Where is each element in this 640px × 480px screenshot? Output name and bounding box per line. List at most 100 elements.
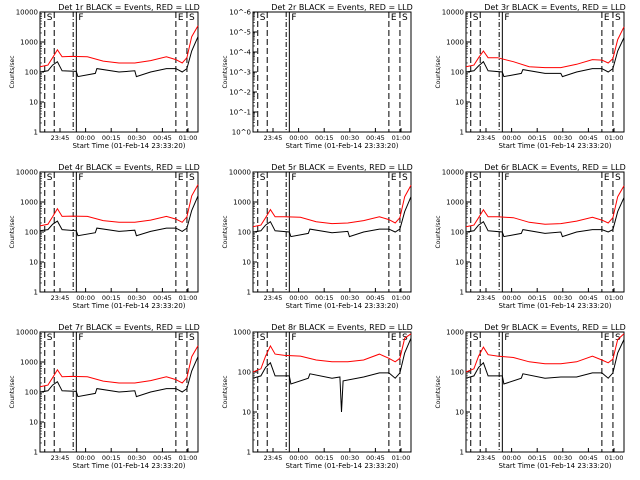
y-tick-label: 1 (247, 289, 251, 297)
x-tick-label: 00:15 (102, 294, 121, 302)
x-tick-label: 00:00 (289, 294, 308, 302)
lld-series-line (39, 184, 199, 227)
lld-series-line (465, 333, 625, 373)
marker-label: F (291, 333, 296, 343)
x-tick-label: 00:45 (153, 294, 172, 302)
marker-label: S (615, 13, 621, 23)
x-tick-label: 00:45 (366, 454, 385, 462)
y-tick-label: 100 (25, 69, 38, 77)
y-tick-label: 10000 (442, 9, 464, 17)
panel-8: Det 8r BLACK = Events, RED = LLD Counts/s… (222, 323, 413, 470)
x-tick-label: 00:00 (289, 134, 308, 142)
marker-label: E (604, 13, 610, 23)
x-tick-label: 00:00 (76, 454, 95, 462)
marker-label: S (473, 173, 479, 183)
x-tick-label: 23:45 (264, 134, 283, 142)
x-tick-label: 00:30 (127, 134, 146, 142)
x-tick-label: 00:15 (315, 294, 334, 302)
x-tick-label: 00:30 (127, 454, 146, 462)
plot-frame (252, 331, 412, 453)
plot-frame (465, 11, 625, 133)
x-tick-label: 00:15 (528, 134, 547, 142)
x-tick-label: 23:45 (264, 294, 283, 302)
marker-label: F (504, 13, 509, 23)
panel-6: Det 6r BLACK = Events, RED = LLD Counts/s… (435, 163, 626, 310)
y-tick-label: 1 (460, 449, 464, 457)
panel-title: Det 4r BLACK = Events, RED = LLD (58, 163, 200, 172)
y-tick-label: 1000 (446, 329, 464, 337)
panel-title: Det 6r BLACK = Events, RED = LLD (484, 163, 626, 172)
x-axis-label: Start Time (01-Feb-14 23:33:20) (285, 142, 398, 150)
marker-label: E (604, 333, 610, 343)
y-tick-label: 100 (25, 229, 38, 237)
lld-series-line (252, 333, 412, 373)
y-tick-label: 100 (238, 229, 251, 237)
y-tick-label: 10^-1 (229, 109, 251, 117)
y-tick-label: 10 (29, 99, 38, 107)
x-tick-label: 00:15 (102, 134, 121, 142)
marker-label: F (78, 173, 83, 183)
y-tick-label: 10^-2 (229, 89, 251, 97)
marker-label: E (391, 333, 397, 343)
x-tick-label: 00:00 (502, 294, 521, 302)
x-axis-label: Start Time (01-Feb-14 23:33:20) (72, 302, 185, 310)
plot-frame (465, 331, 625, 453)
marker-label: S (260, 13, 266, 23)
x-tick-label: 23:45 (477, 454, 496, 462)
x-tick-label: 00:30 (340, 294, 359, 302)
marker-label: S (402, 173, 408, 183)
x-tick-label: 00:45 (579, 454, 598, 462)
y-tick-label: 10 (29, 419, 38, 427)
marker-label: E (178, 13, 184, 23)
y-tick-label: 10^-6 (229, 9, 251, 17)
x-tick-label: 00:00 (76, 294, 95, 302)
panel-3: Det 3r BLACK = Events, RED = LLD Counts/s… (435, 3, 626, 150)
x-tick-label: 01:00 (179, 454, 198, 462)
x-tick-label: 00:15 (315, 454, 334, 462)
marker-label: S (189, 13, 195, 23)
plot-frame (39, 171, 199, 293)
y-tick-label: 1 (34, 289, 38, 297)
y-tick-label: 10^-4 (229, 49, 251, 57)
y-tick-label: 1000 (233, 199, 251, 207)
x-tick-label: 01:00 (179, 134, 198, 142)
y-tick-label: 100 (238, 369, 251, 377)
panel-title: Det 1r BLACK = Events, RED = LLD (58, 3, 200, 12)
x-axis-label: Start Time (01-Feb-14 23:33:20) (285, 462, 398, 470)
y-axis-label: Counts/sec (435, 215, 442, 248)
y-tick-label: 1 (34, 129, 38, 137)
y-tick-label: 10^-3 (229, 69, 251, 77)
x-tick-label: 00:15 (528, 294, 547, 302)
x-tick-label: 00:30 (553, 454, 572, 462)
x-axis-label: Start Time (01-Feb-14 23:33:20) (72, 142, 185, 150)
panel-title: Det 5r BLACK = Events, RED = LLD (271, 163, 413, 172)
x-tick-label: 23:45 (264, 454, 283, 462)
marker-label: F (78, 333, 83, 343)
x-tick-label: 01:00 (392, 134, 411, 142)
plot-frame (252, 171, 412, 293)
y-tick-label: 100 (451, 229, 464, 237)
y-tick-label: 10 (29, 259, 38, 267)
events-series-line (465, 37, 625, 78)
marker-label: E (178, 173, 184, 183)
y-tick-label: 100 (451, 369, 464, 377)
y-tick-label: 1 (34, 449, 38, 457)
x-axis-label: Start Time (01-Feb-14 23:33:20) (498, 142, 611, 150)
x-tick-label: 00:15 (528, 454, 547, 462)
panel-title: Det 8r BLACK = Events, RED = LLD (271, 323, 413, 332)
marker-label: E (178, 333, 184, 343)
panel-5: Det 5r BLACK = Events, RED = LLD Counts/s… (222, 163, 413, 310)
x-tick-label: 23:45 (51, 454, 70, 462)
plot-frame (465, 171, 625, 293)
lld-series-line (465, 26, 625, 69)
panel-title: Det 3r BLACK = Events, RED = LLD (484, 3, 626, 12)
marker-label: E (604, 173, 610, 183)
marker-label: F (291, 13, 296, 23)
marker-label: S (47, 173, 53, 183)
marker-label: S (260, 333, 266, 343)
x-tick-label: 00:30 (553, 134, 572, 142)
y-tick-label: 10 (455, 259, 464, 267)
y-tick-label: 10 (242, 409, 251, 417)
y-tick-label: 100 (451, 69, 464, 77)
